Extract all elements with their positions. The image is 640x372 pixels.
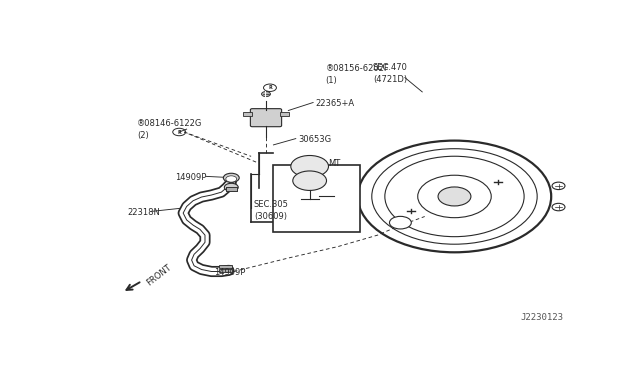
Circle shape: [390, 217, 412, 229]
Text: 14909P: 14909P: [214, 268, 245, 277]
FancyBboxPatch shape: [250, 109, 282, 127]
Text: R: R: [268, 85, 272, 90]
Bar: [273, 165, 360, 232]
Text: SEC.470
(4721D): SEC.470 (4721D): [372, 63, 408, 84]
Text: 14909P: 14909P: [175, 173, 207, 182]
Text: 30653G: 30653G: [298, 135, 332, 144]
Text: MT: MT: [328, 159, 340, 168]
Bar: [297, 165, 322, 182]
Circle shape: [552, 203, 565, 211]
Circle shape: [292, 171, 326, 190]
Circle shape: [438, 187, 471, 206]
Text: ®08156-6202F
(1): ®08156-6202F (1): [326, 64, 389, 85]
Circle shape: [552, 182, 565, 190]
Bar: [226, 187, 237, 191]
Bar: [219, 269, 232, 272]
Bar: [226, 187, 237, 191]
Text: ®08146-6122G
(2): ®08146-6122G (2): [137, 119, 202, 140]
Bar: [243, 112, 252, 116]
Text: J2230123: J2230123: [520, 314, 564, 323]
Text: 22318N: 22318N: [127, 208, 160, 217]
Circle shape: [262, 92, 271, 97]
Bar: [280, 112, 289, 116]
Text: 22365+A: 22365+A: [316, 99, 355, 108]
Text: R: R: [177, 129, 181, 135]
Circle shape: [291, 155, 328, 177]
Circle shape: [226, 176, 237, 182]
Circle shape: [223, 173, 239, 182]
Bar: [219, 266, 232, 268]
Circle shape: [225, 183, 238, 191]
Text: SEC.305
(30609): SEC.305 (30609): [253, 201, 289, 221]
Text: FRONT: FRONT: [145, 263, 173, 288]
